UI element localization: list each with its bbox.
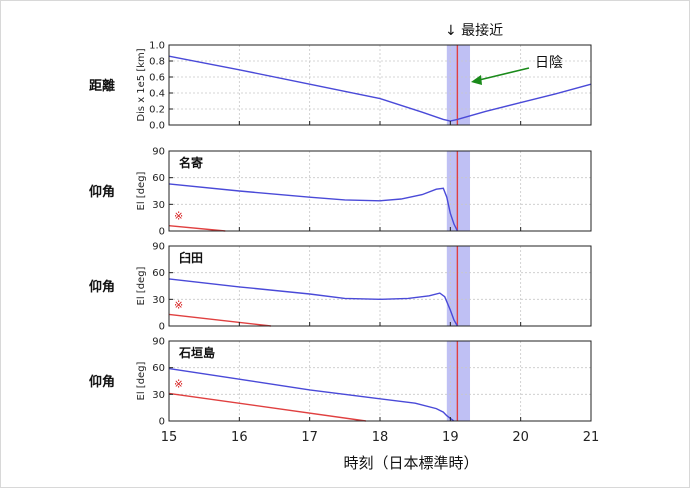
- y-tick-label: 30: [152, 295, 165, 306]
- y-tick-label: 30: [152, 390, 165, 401]
- row-label: 距離: [89, 78, 115, 94]
- x-tick-label: 17: [301, 430, 318, 445]
- eclipse-arrow: [474, 67, 530, 82]
- y-tick-label: 60: [152, 363, 165, 374]
- site-label: 名寄: [179, 155, 203, 170]
- y-tick-label: 60: [152, 268, 165, 279]
- eclipse-band: [446, 246, 471, 326]
- y-tick-label: 90: [152, 242, 165, 253]
- row-label: 仰角: [89, 279, 115, 295]
- x-tick-label: 16: [231, 430, 248, 445]
- eclipse-arrowhead: [471, 75, 482, 85]
- y-tick-label: 0.4: [149, 89, 165, 100]
- y-tick-label: 1.0: [149, 41, 165, 52]
- note-marker: ※: [174, 210, 183, 223]
- y-tick-label: 0.2: [149, 105, 165, 116]
- eclipse-band: [446, 45, 471, 125]
- row-label: 仰角: [89, 374, 115, 390]
- series-line-2: [168, 392, 366, 422]
- y-axis-label: El [deg]: [136, 171, 147, 210]
- y-tick-label: 0.6: [149, 73, 165, 84]
- y-tick-label: 0.8: [149, 57, 165, 68]
- closest-approach-label: ↓ 最接近: [445, 22, 503, 39]
- site-label: 石垣島: [178, 345, 215, 360]
- site-label: 臼田: [179, 250, 203, 265]
- note-marker: ※: [174, 377, 183, 390]
- eclipse-band: [446, 151, 471, 231]
- x-tick-label: 21: [583, 430, 600, 445]
- series-line-2: [168, 313, 272, 327]
- y-tick-label: 0: [159, 417, 165, 428]
- x-tick-label: 15: [161, 430, 178, 445]
- y-tick-label: 0: [159, 322, 165, 333]
- eclipse-band: [446, 341, 471, 421]
- panel-4: 0 30 60 90 El [deg] 仰角 石垣島 ※ 15 16 17 18 19 20 21: [89, 337, 599, 446]
- x-tick-label: 20: [512, 430, 529, 445]
- y-axis-label: El [deg]: [136, 361, 147, 400]
- y-tick-label: 90: [152, 337, 165, 348]
- series-line-1: [168, 367, 455, 422]
- x-axis-label: 時刻（日本標準時）: [343, 454, 478, 472]
- y-tick-label: 0: [159, 227, 165, 238]
- y-tick-label: 0.0: [149, 121, 165, 132]
- x-tick-label: 19: [442, 430, 459, 445]
- panel-2: 0 30 60 90 El [deg] 仰角 名寄 ※: [89, 147, 592, 238]
- y-tick-label: 90: [152, 147, 165, 158]
- panel-3: 0 30 60 90 El [deg] 仰角 臼田 ※: [89, 242, 592, 333]
- note-marker: ※: [174, 298, 183, 311]
- y-tick-label: 60: [152, 173, 165, 184]
- y-tick-label: 30: [152, 200, 165, 211]
- series-line-2: [168, 225, 226, 232]
- eclipse-label: 日陰: [535, 55, 563, 71]
- y-axis-label: El [deg]: [136, 266, 147, 305]
- y-axis-label: Dis x 1e5 [km]: [136, 48, 147, 121]
- series-line-1: [168, 55, 592, 122]
- series-line-1: [168, 278, 459, 327]
- row-label: 仰角: [89, 184, 115, 200]
- x-tick-label: 18: [372, 430, 389, 445]
- series-line-1: [168, 183, 459, 232]
